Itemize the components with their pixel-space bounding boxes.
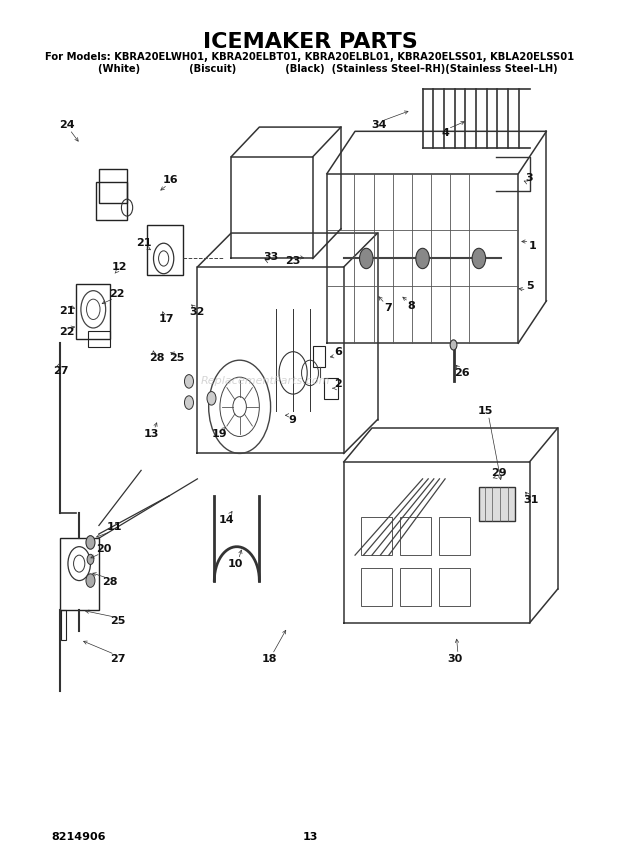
Text: 27: 27: [110, 654, 125, 663]
Text: ReplacementParts.com: ReplacementParts.com: [200, 377, 330, 386]
Text: 21: 21: [59, 306, 74, 316]
Text: 12: 12: [112, 262, 128, 272]
Circle shape: [185, 395, 193, 409]
Text: 13: 13: [144, 429, 159, 439]
Text: 3: 3: [526, 173, 533, 183]
Text: 14: 14: [219, 514, 234, 525]
Circle shape: [207, 391, 216, 405]
Text: 8: 8: [407, 301, 415, 311]
Bar: [76, 284, 110, 339]
Text: 31: 31: [523, 495, 539, 505]
Text: 16: 16: [162, 175, 178, 186]
Circle shape: [86, 574, 95, 587]
Circle shape: [360, 248, 373, 269]
Text: ICEMAKER PARTS: ICEMAKER PARTS: [203, 33, 417, 52]
Text: 28: 28: [102, 577, 118, 587]
Text: 19: 19: [212, 429, 228, 439]
Text: 10: 10: [228, 559, 244, 568]
Bar: [87, 330, 110, 348]
Text: 29: 29: [491, 468, 507, 478]
Text: 17: 17: [159, 314, 174, 324]
Circle shape: [472, 248, 485, 269]
Text: 15: 15: [478, 406, 494, 416]
Bar: [60, 538, 99, 610]
Text: 26: 26: [454, 368, 470, 377]
Text: 27: 27: [53, 366, 69, 376]
Bar: [361, 568, 392, 606]
Circle shape: [450, 340, 457, 350]
Text: 25: 25: [169, 353, 184, 363]
Text: 22: 22: [109, 289, 125, 299]
Text: 8214906: 8214906: [51, 831, 105, 841]
Bar: [313, 346, 326, 367]
Circle shape: [87, 555, 94, 564]
Text: 21: 21: [136, 238, 152, 248]
Bar: [361, 517, 392, 556]
Text: 6: 6: [334, 347, 342, 357]
Text: 33: 33: [263, 252, 278, 262]
Text: 28: 28: [149, 354, 165, 364]
Text: 20: 20: [95, 544, 111, 554]
Bar: [324, 378, 338, 399]
Bar: [440, 517, 471, 556]
Bar: [479, 487, 515, 521]
Text: (White)              (Biscuit)              (Black)  (Stainless Steel–RH)(Stainl: (White) (Biscuit) (Black) (Stainless Ste…: [63, 63, 557, 74]
Text: 25: 25: [110, 616, 125, 627]
Text: For Models: KBRA20ELWH01, KBRA20ELBT01, KBRA20ELBL01, KBRA20ELSS01, KBLA20ELSS01: For Models: KBRA20ELWH01, KBRA20ELBT01, …: [45, 51, 575, 62]
Text: 7: 7: [384, 303, 392, 312]
Circle shape: [185, 375, 193, 388]
Text: 24: 24: [59, 121, 74, 130]
Text: 32: 32: [190, 306, 205, 317]
Text: 9: 9: [288, 414, 296, 425]
Text: 18: 18: [262, 654, 277, 663]
Text: 2: 2: [334, 379, 342, 389]
Bar: [440, 568, 471, 606]
Circle shape: [86, 536, 95, 550]
Bar: [61, 610, 66, 640]
Text: 23: 23: [285, 256, 301, 266]
Text: 34: 34: [371, 121, 386, 130]
Text: 22: 22: [59, 327, 74, 337]
Text: 30: 30: [448, 654, 463, 663]
Text: 4: 4: [441, 128, 449, 138]
Text: 5: 5: [526, 281, 533, 290]
Bar: [147, 224, 184, 276]
Bar: [400, 517, 431, 556]
Text: 13: 13: [303, 831, 317, 841]
Bar: [99, 169, 127, 204]
Text: 11: 11: [107, 522, 122, 532]
Bar: [96, 182, 127, 220]
Text: 1: 1: [528, 241, 536, 251]
Bar: [400, 568, 431, 606]
Circle shape: [416, 248, 429, 269]
